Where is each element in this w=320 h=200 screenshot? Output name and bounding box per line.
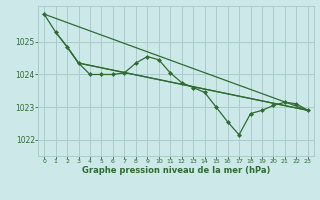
- X-axis label: Graphe pression niveau de la mer (hPa): Graphe pression niveau de la mer (hPa): [82, 166, 270, 175]
